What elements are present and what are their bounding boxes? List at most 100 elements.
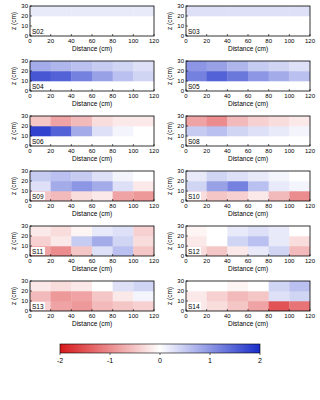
cell xyxy=(51,281,72,291)
y-tick-label: 30 xyxy=(21,278,28,284)
y-tick xyxy=(186,126,188,127)
cell xyxy=(227,291,248,301)
y-tick-label: 10 xyxy=(177,23,184,29)
y-tick-label: 20 xyxy=(21,68,28,74)
cell xyxy=(133,181,154,191)
x-tick-label: 40 xyxy=(224,258,231,264)
cell xyxy=(30,126,51,136)
cell xyxy=(113,236,134,246)
cell xyxy=(133,171,154,181)
cell xyxy=(51,246,72,256)
x-tick xyxy=(289,144,290,146)
y-tick-label: 20 xyxy=(177,233,184,239)
cells xyxy=(186,281,310,311)
y-tick-label: 30 xyxy=(21,58,28,64)
panel: 0204060801001200102030Distance (cm)z (cm… xyxy=(10,223,160,273)
x-tick xyxy=(112,199,113,201)
cell xyxy=(227,281,248,291)
cell xyxy=(186,116,207,126)
cell xyxy=(227,6,248,16)
x-tick-label: 20 xyxy=(47,38,54,44)
x-tick xyxy=(71,199,72,201)
cell xyxy=(51,171,72,181)
x-tick xyxy=(50,34,51,36)
cell xyxy=(186,181,207,191)
x-tick-label: 60 xyxy=(89,203,96,209)
cell xyxy=(113,291,134,301)
cell xyxy=(71,171,92,181)
cell xyxy=(133,291,154,301)
cell xyxy=(269,191,290,201)
x-tick-label: 80 xyxy=(109,258,116,264)
x-tick xyxy=(310,309,311,311)
x-tick xyxy=(50,254,51,256)
cell xyxy=(113,81,134,91)
x-tick-label: 40 xyxy=(224,93,231,99)
cell xyxy=(133,26,154,36)
x-tick xyxy=(289,34,290,36)
x-tick xyxy=(206,309,207,311)
cell xyxy=(289,191,310,201)
cell xyxy=(269,246,290,256)
x-tick-label: 20 xyxy=(203,313,210,319)
cell xyxy=(133,61,154,71)
x-tick xyxy=(206,89,207,91)
y-label: z (cm) xyxy=(166,232,174,250)
cell xyxy=(186,171,207,181)
y-tick xyxy=(30,126,32,127)
title-box xyxy=(187,137,201,145)
x-tick-label: 40 xyxy=(68,203,75,209)
cell xyxy=(113,71,134,81)
x-label: Distance (cm) xyxy=(228,265,268,273)
y-tick-label: 10 xyxy=(21,298,28,304)
cell xyxy=(113,181,134,191)
cell xyxy=(289,181,310,191)
x-tick-label: 0 xyxy=(184,258,188,264)
x-tick-label: 120 xyxy=(305,313,316,319)
x-tick xyxy=(71,309,72,311)
x-tick-label: 60 xyxy=(89,38,96,44)
cell xyxy=(30,281,51,291)
cell xyxy=(207,136,228,146)
cell xyxy=(207,226,228,236)
cells xyxy=(186,226,310,256)
x-tick-label: 40 xyxy=(224,148,231,154)
x-tick-label: 120 xyxy=(305,258,316,264)
x-tick xyxy=(112,89,113,91)
x-tick xyxy=(92,309,93,311)
x-tick xyxy=(310,199,311,201)
colorbar-tick xyxy=(210,353,211,355)
x-tick-label: 20 xyxy=(47,258,54,264)
x-tick-label: 60 xyxy=(245,313,252,319)
y-label: z (cm) xyxy=(166,12,174,30)
y-label: z (cm) xyxy=(10,232,18,250)
y-tick xyxy=(186,6,188,7)
x-tick-label: 40 xyxy=(224,313,231,319)
y-label: z (cm) xyxy=(166,287,174,305)
x-tick xyxy=(268,89,269,91)
x-tick xyxy=(133,144,134,146)
cell xyxy=(186,236,207,246)
cell xyxy=(289,301,310,311)
y-tick xyxy=(30,291,32,292)
cell xyxy=(51,236,72,246)
x-label: Distance (cm) xyxy=(228,45,268,53)
y-label: z (cm) xyxy=(166,177,174,195)
cell xyxy=(289,81,310,91)
cell xyxy=(207,26,228,36)
cell xyxy=(113,136,134,146)
cell xyxy=(269,126,290,136)
x-tick-label: 80 xyxy=(265,38,272,44)
cell xyxy=(289,71,310,81)
cell xyxy=(30,136,51,146)
cell xyxy=(248,6,269,16)
cell xyxy=(269,71,290,81)
panel: 0204060801001200102030Distance (cm)z (cm… xyxy=(10,3,160,53)
cell xyxy=(71,61,92,71)
x-tick-label: 80 xyxy=(265,148,272,154)
x-tick xyxy=(227,254,228,256)
y-tick xyxy=(30,26,32,27)
x-tick-label: 20 xyxy=(47,93,54,99)
cell xyxy=(51,61,72,71)
x-tick-label: 0 xyxy=(184,148,188,154)
